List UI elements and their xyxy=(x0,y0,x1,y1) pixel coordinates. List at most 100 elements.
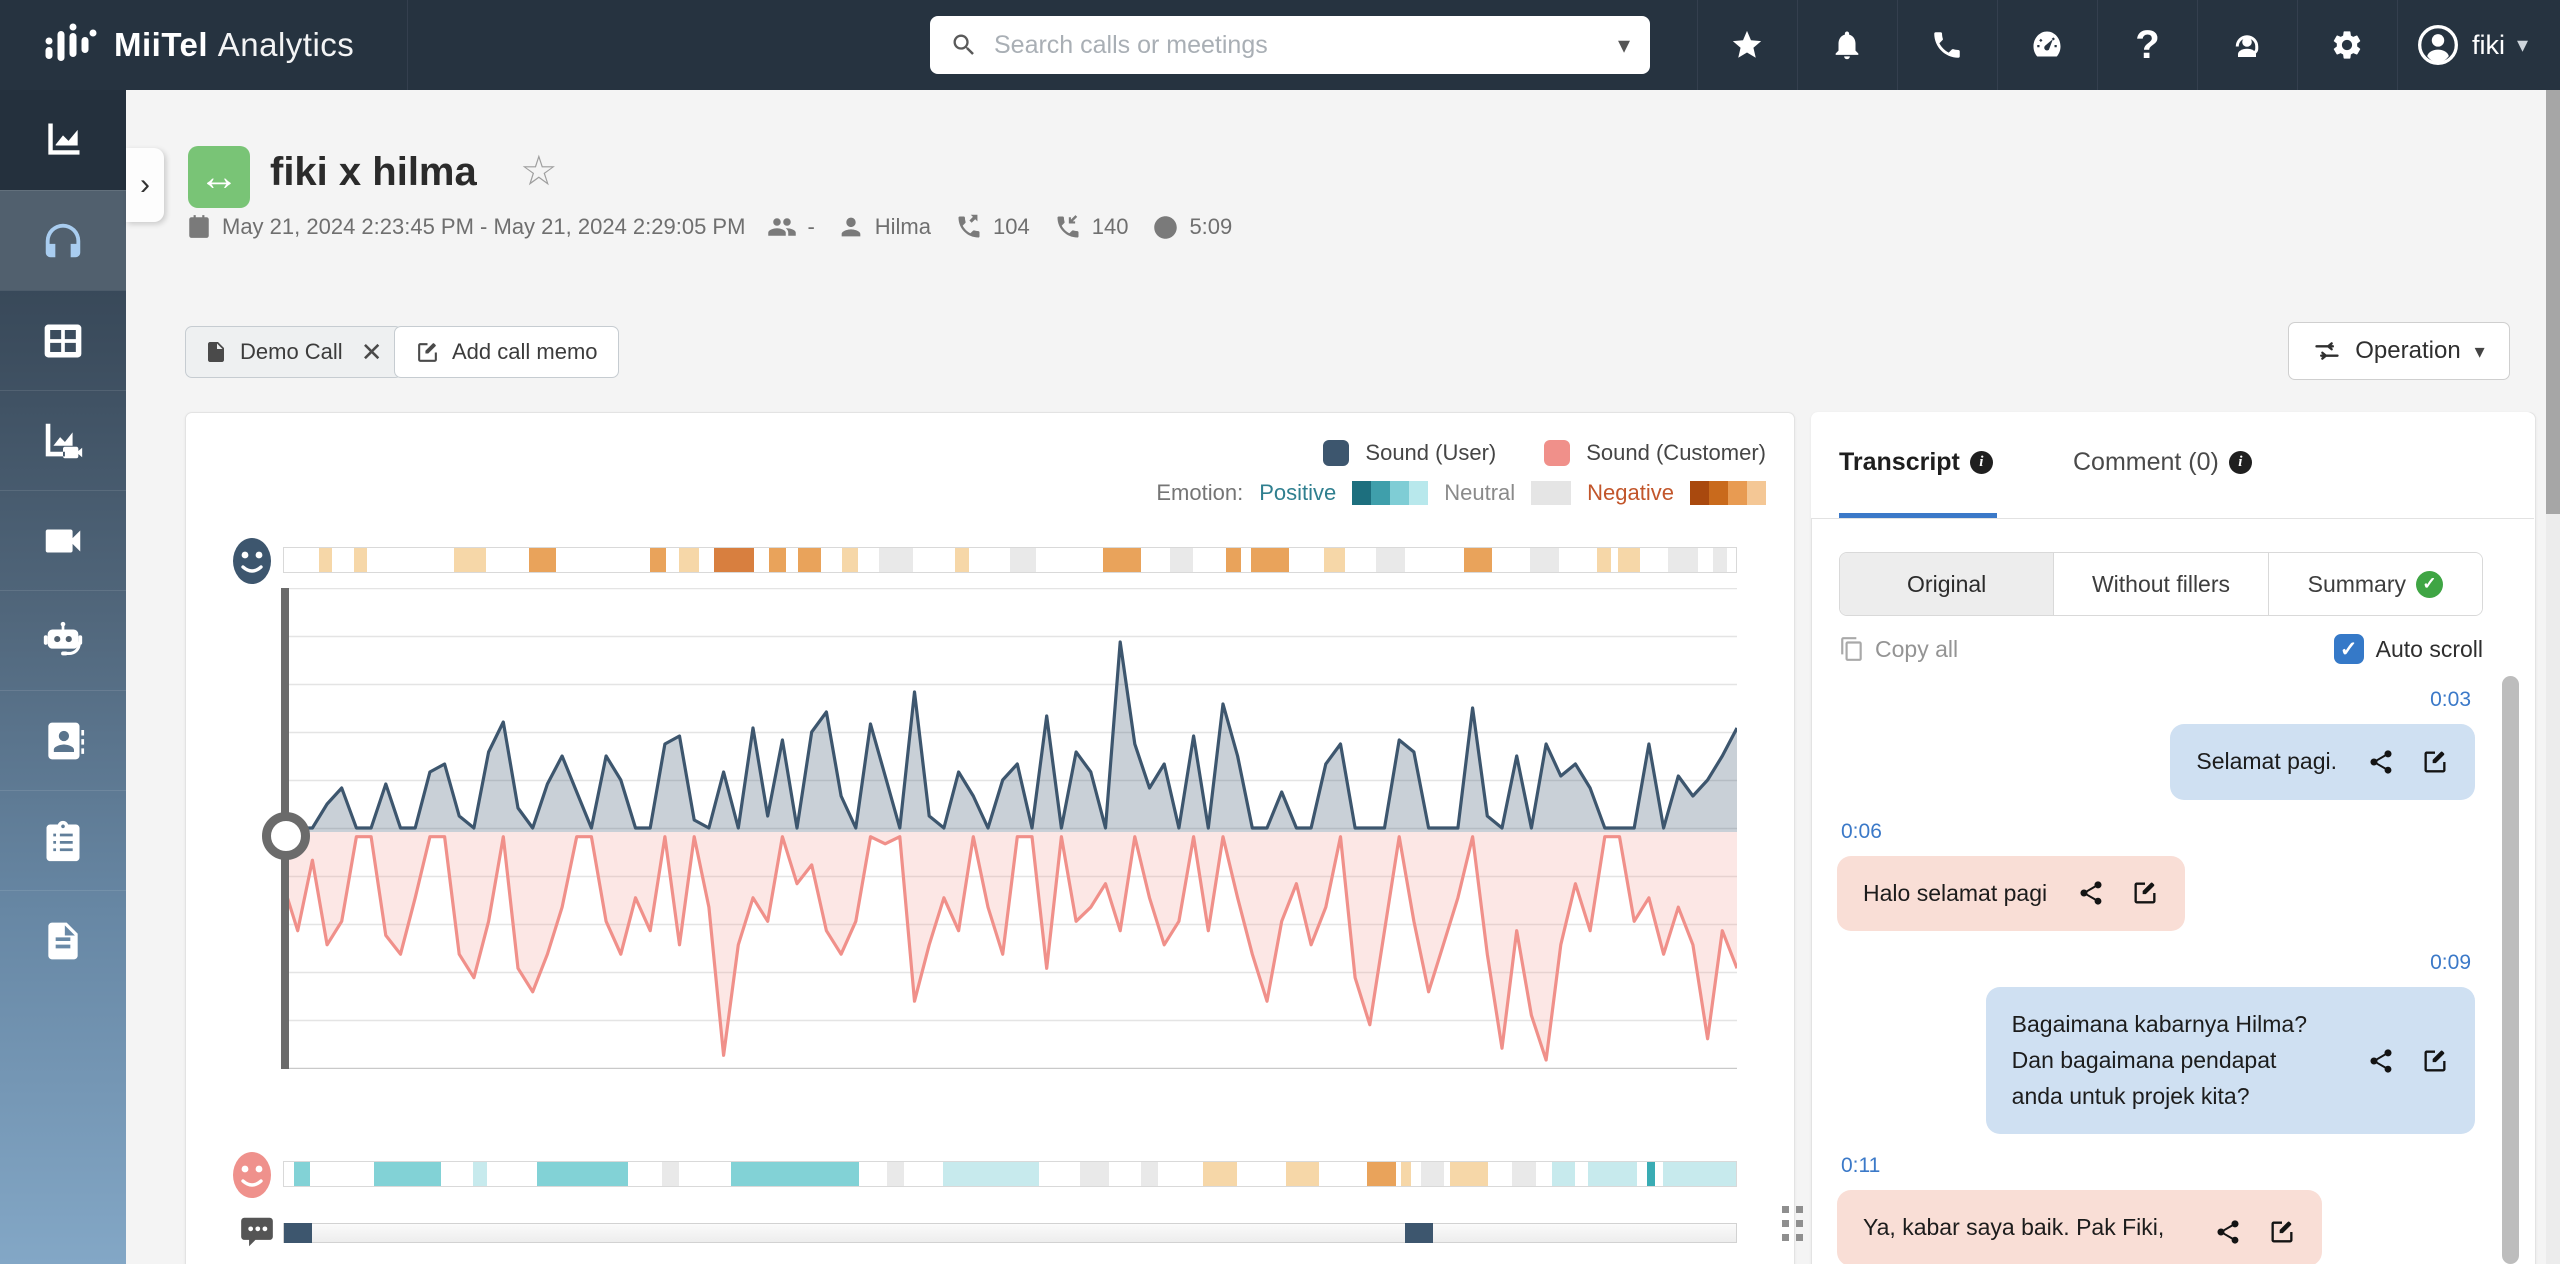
emotion-segment xyxy=(1588,1162,1637,1186)
emotion-segment xyxy=(1170,548,1193,572)
address-book-icon xyxy=(41,719,85,763)
message-bubble[interactable]: Bagaimana kabarnya Hilma? Dan bagaimana … xyxy=(1986,987,2475,1134)
search-input[interactable] xyxy=(992,30,1604,61)
share-icon[interactable] xyxy=(2367,748,2395,776)
speedometer-icon xyxy=(2029,27,2065,63)
emotion-segment xyxy=(319,548,332,572)
calendar-icon xyxy=(186,214,212,240)
info-icon[interactable]: i xyxy=(2229,451,2252,474)
emotion-segment xyxy=(798,548,821,572)
dashboard-button[interactable] xyxy=(1998,0,2097,90)
sidebar-item-documents[interactable] xyxy=(0,890,126,990)
customer-series-swatch xyxy=(1544,440,1570,466)
copy-all-button[interactable]: Copy all xyxy=(1839,636,1958,663)
emotion-segment xyxy=(1512,1162,1535,1186)
meta-talk-incoming: 140 xyxy=(1054,213,1129,241)
sidebar-item-meeting-analytics[interactable] xyxy=(0,390,126,490)
tab-transcript[interactable]: Transcript i xyxy=(1839,448,1993,477)
panel-resize-grip[interactable] xyxy=(1782,1206,1803,1241)
sidebar-item-calls[interactable] xyxy=(0,190,126,290)
sidebar-item-tasks[interactable] xyxy=(0,790,126,890)
share-icon[interactable] xyxy=(2214,1218,2242,1246)
headphones-icon xyxy=(40,218,86,264)
edit-icon[interactable] xyxy=(2421,1047,2449,1075)
transcript-messages[interactable]: 0:03 Selamat pagi. 0:06 Halo selamat pag… xyxy=(1811,676,2501,1264)
favorites-button[interactable] xyxy=(1698,0,1797,90)
customer-emotion-strip[interactable] xyxy=(283,1161,1737,1187)
message-bubble[interactable]: Selamat pagi. xyxy=(2170,724,2475,800)
window-scrollbar-thumb[interactable] xyxy=(2546,90,2560,514)
checkbox-checked-icon[interactable]: ✓ xyxy=(2334,634,2364,664)
emotion-segment xyxy=(1464,548,1492,572)
remove-tag-button[interactable]: ✕ xyxy=(361,337,383,368)
info-icon[interactable]: i xyxy=(1970,451,1993,474)
operation-dropdown-button[interactable]: Operation ▾ xyxy=(2288,322,2510,380)
positive-label: Positive xyxy=(1259,480,1336,506)
tag-chip[interactable]: Demo Call ✕ xyxy=(185,326,402,378)
edit-icon[interactable] xyxy=(2421,748,2449,776)
notifications-button[interactable] xyxy=(1798,0,1897,90)
emotion-segment xyxy=(354,548,367,572)
help-button[interactable]: ? xyxy=(2098,0,2197,90)
copy-icon xyxy=(1839,636,1865,662)
emotion-segment xyxy=(529,548,555,572)
sidebar-item-contacts[interactable] xyxy=(0,690,126,790)
emotion-segment xyxy=(1530,548,1559,572)
settings-button[interactable] xyxy=(2298,0,2397,90)
user-name: fiki xyxy=(2472,30,2505,61)
emotion-segment xyxy=(1226,548,1241,572)
transcript-scrollbar[interactable] xyxy=(2502,676,2519,1264)
emotion-segment xyxy=(1647,1162,1654,1186)
emotion-legend-row: Emotion: Positive Neutral Negative xyxy=(1156,480,1766,506)
share-icon[interactable] xyxy=(2367,1047,2395,1075)
sidebar-item-meetings[interactable] xyxy=(0,490,126,590)
negative-gradient-swatch xyxy=(1690,481,1766,505)
user-menu[interactable]: fiki ▾ xyxy=(2398,0,2546,90)
subtab-without-fillers[interactable]: Without fillers xyxy=(2053,553,2267,615)
sidebar-expand-toggle[interactable]: › xyxy=(126,148,164,222)
sidebar-item-analytics[interactable] xyxy=(0,90,126,190)
emotion-segment xyxy=(1367,1162,1396,1186)
emotion-segment xyxy=(662,1162,679,1186)
edit-icon[interactable] xyxy=(2131,879,2159,907)
emotion-segment xyxy=(769,548,786,572)
add-call-memo-button[interactable]: Add call memo xyxy=(394,326,619,378)
top-navbar: MiiTel Analytics ▾ xyxy=(0,0,2560,90)
message-customer: 0:11 Ya, kabar saya baik. Pak Fiki, xyxy=(1837,1142,2475,1264)
tab-comment[interactable]: Comment (0) i xyxy=(2073,448,2252,477)
dialer-button[interactable] xyxy=(1898,0,1997,90)
message-bubble[interactable]: Ya, kabar saya baik. Pak Fiki, xyxy=(1837,1190,2322,1264)
user-emotion-strip[interactable] xyxy=(283,547,1737,573)
comment-marker[interactable] xyxy=(284,1223,312,1243)
phone-incoming-icon xyxy=(1054,213,1082,241)
active-tab-underline xyxy=(1839,513,1997,518)
playhead-handle[interactable] xyxy=(262,812,310,860)
emotion-segment xyxy=(454,548,486,572)
message-timestamp: 0:11 xyxy=(1841,1154,1880,1178)
share-icon[interactable] xyxy=(2077,879,2105,907)
message-bubble[interactable]: Halo selamat pagi xyxy=(1837,856,2185,932)
meta-date: May 21, 2024 2:23:45 PM - May 21, 2024 2… xyxy=(186,214,745,240)
question-mark-icon: ? xyxy=(2135,23,2159,68)
comment-marker[interactable] xyxy=(1405,1223,1433,1243)
emotion-segment xyxy=(887,1162,904,1186)
support-button[interactable] xyxy=(2198,0,2297,90)
sidebar-item-call-list[interactable] xyxy=(0,290,126,390)
emotion-segment xyxy=(1421,1162,1444,1186)
comment-timeline[interactable] xyxy=(283,1223,1737,1243)
edit-icon[interactable] xyxy=(2268,1218,2296,1246)
favorite-star-toggle[interactable]: ☆ xyxy=(520,146,558,195)
search-dropdown-caret[interactable]: ▾ xyxy=(1618,31,1630,60)
auto-scroll-toggle[interactable]: ✓ Auto scroll xyxy=(2334,634,2483,664)
sidebar-item-ai-assistant[interactable] xyxy=(0,590,126,690)
emotion-segment xyxy=(1324,548,1346,572)
chart-video-icon xyxy=(40,418,86,464)
voice-waveform-chart[interactable] xyxy=(283,588,1737,1069)
emotion-segment xyxy=(714,548,755,572)
chart-legend: Sound (User) Sound (Customer) Emotion: P… xyxy=(1180,440,1766,506)
subtab-original[interactable]: Original xyxy=(1840,553,2053,615)
brand-logo[interactable]: MiiTel Analytics xyxy=(0,19,392,71)
subtab-summary[interactable]: Summary ✓ xyxy=(2268,553,2482,615)
chevron-down-icon: ▾ xyxy=(2517,32,2528,58)
sound-legend-row: Sound (User) Sound (Customer) xyxy=(1323,440,1766,466)
